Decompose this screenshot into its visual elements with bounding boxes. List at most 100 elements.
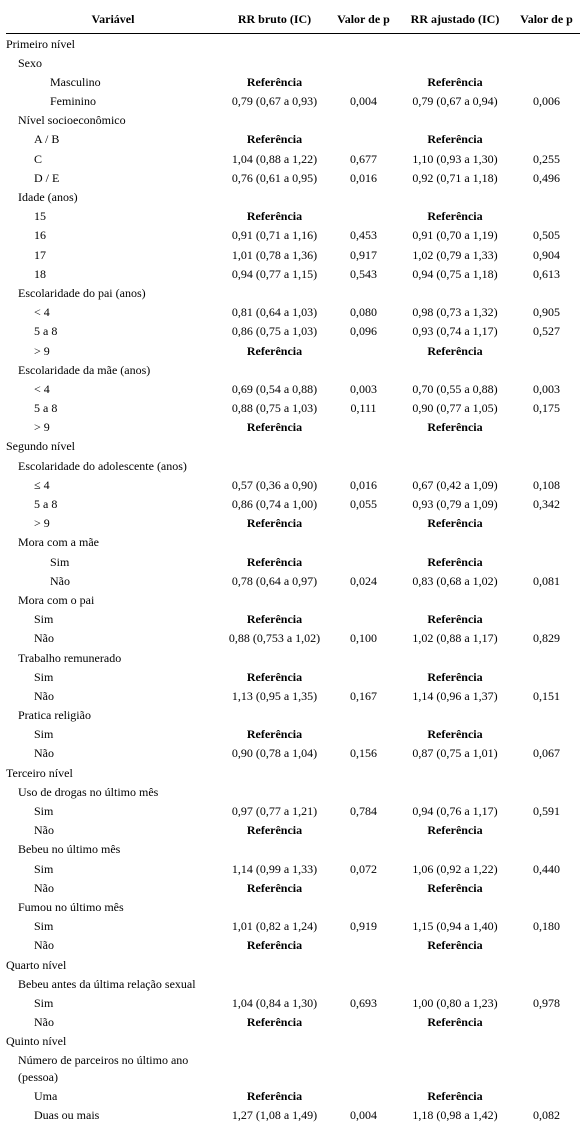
cell-rr-crude bbox=[220, 1051, 329, 1086]
table-row: UmaReferênciaReferência bbox=[6, 1086, 580, 1105]
cell-p-crude: 0,156 bbox=[329, 744, 398, 763]
cell-p-adj bbox=[512, 1013, 580, 1032]
cell-p-adj bbox=[512, 590, 580, 609]
cell-rr-crude: 0,78 (0,64 a 0,97) bbox=[220, 571, 329, 590]
cell-rr-adj bbox=[398, 437, 512, 456]
cell-rr-crude: Referência bbox=[220, 667, 329, 686]
row-label: D / E bbox=[6, 168, 220, 187]
cell-rr-crude: Referência bbox=[220, 552, 329, 571]
cell-p-crude bbox=[329, 111, 398, 130]
col-rr-adj: RR ajustado (IC) bbox=[398, 8, 512, 34]
table-row: > 9ReferênciaReferência bbox=[6, 514, 580, 533]
cell-p-adj bbox=[512, 341, 580, 360]
row-label: Idade (anos) bbox=[6, 188, 220, 207]
row-label: Nível socioeconômico bbox=[6, 111, 220, 130]
cell-p-adj bbox=[512, 552, 580, 571]
cell-p-adj bbox=[512, 648, 580, 667]
table-row: Não0,90 (0,78 a 1,04)0,1560,87 (0,75 a 1… bbox=[6, 744, 580, 763]
row-label: A / B bbox=[6, 130, 220, 149]
cell-p-adj bbox=[512, 1086, 580, 1105]
cell-rr-crude: 0,76 (0,61 a 0,95) bbox=[220, 168, 329, 187]
cell-rr-adj bbox=[398, 840, 512, 859]
cell-rr-adj: Referência bbox=[398, 207, 512, 226]
table-row: Número de parceiros no último ano (pesso… bbox=[6, 1051, 580, 1086]
cell-p-adj bbox=[512, 437, 580, 456]
cell-rr-crude bbox=[220, 648, 329, 667]
cell-rr-adj: Referência bbox=[398, 936, 512, 955]
row-label: > 9 bbox=[6, 418, 220, 437]
cell-p-crude bbox=[329, 360, 398, 379]
cell-rr-crude: 1,13 (0,95 a 1,35) bbox=[220, 686, 329, 705]
cell-p-crude bbox=[329, 1086, 398, 1105]
cell-rr-adj: 1,00 (0,80 a 1,23) bbox=[398, 993, 512, 1012]
cell-rr-adj bbox=[398, 897, 512, 916]
table-row: Escolaridade do adolescente (anos) bbox=[6, 456, 580, 475]
table-row: 171,01 (0,78 a 1,36)0,9171,02 (0,79 a 1,… bbox=[6, 245, 580, 264]
row-label: Feminino bbox=[6, 92, 220, 111]
table-row: Sim1,04 (0,84 a 1,30)0,6931,00 (0,80 a 1… bbox=[6, 993, 580, 1012]
cell-p-crude bbox=[329, 130, 398, 149]
cell-p-crude bbox=[329, 821, 398, 840]
table-row: Sexo bbox=[6, 53, 580, 72]
row-label: 15 bbox=[6, 207, 220, 226]
row-label: Mora com a mãe bbox=[6, 533, 220, 552]
cell-rr-crude: Referência bbox=[220, 1086, 329, 1105]
row-label: Trabalho remunerado bbox=[6, 648, 220, 667]
cell-rr-crude bbox=[220, 360, 329, 379]
cell-p-adj bbox=[512, 111, 580, 130]
cell-rr-crude bbox=[220, 283, 329, 302]
cell-p-adj bbox=[512, 34, 580, 54]
row-label: Sim bbox=[6, 610, 220, 629]
cell-p-crude bbox=[329, 936, 398, 955]
cell-rr-adj bbox=[398, 763, 512, 782]
cell-rr-adj bbox=[398, 34, 512, 54]
cell-p-adj: 0,108 bbox=[512, 475, 580, 494]
cell-p-crude: 0,111 bbox=[329, 399, 398, 418]
cell-p-crude bbox=[329, 34, 398, 54]
cell-p-adj: 0,591 bbox=[512, 802, 580, 821]
row-label: Não bbox=[6, 686, 220, 705]
cell-p-crude bbox=[329, 610, 398, 629]
cell-p-crude bbox=[329, 552, 398, 571]
cell-p-adj bbox=[512, 188, 580, 207]
table-row: Bebeu antes da última relação sexual bbox=[6, 974, 580, 993]
cell-rr-crude bbox=[220, 53, 329, 72]
cell-rr-adj bbox=[398, 1032, 512, 1051]
table-row: Uso de drogas no último mês bbox=[6, 782, 580, 801]
cell-p-crude bbox=[329, 1032, 398, 1051]
row-label: Sim bbox=[6, 859, 220, 878]
cell-rr-adj: 1,18 (0,98 a 1,42) bbox=[398, 1106, 512, 1125]
cell-p-adj bbox=[512, 418, 580, 437]
row-label: Não bbox=[6, 629, 220, 648]
cell-rr-crude: 0,90 (0,78 a 1,04) bbox=[220, 744, 329, 763]
cell-p-adj: 0,905 bbox=[512, 303, 580, 322]
cell-p-crude bbox=[329, 456, 398, 475]
table-row: Mora com o pai bbox=[6, 590, 580, 609]
cell-p-adj: 0,904 bbox=[512, 245, 580, 264]
cell-rr-adj: Referência bbox=[398, 1013, 512, 1032]
table-row: Quinto nível bbox=[6, 1032, 580, 1051]
cell-rr-crude: Referência bbox=[220, 341, 329, 360]
cell-p-crude bbox=[329, 341, 398, 360]
cell-rr-adj: 0,94 (0,75 a 1,18) bbox=[398, 264, 512, 283]
cell-p-adj: 0,255 bbox=[512, 149, 580, 168]
table-row: Duas ou mais1,27 (1,08 a 1,49)0,0041,18 … bbox=[6, 1106, 580, 1125]
cell-rr-crude: Referência bbox=[220, 725, 329, 744]
table-row: Segundo nível bbox=[6, 437, 580, 456]
cell-p-adj bbox=[512, 283, 580, 302]
cell-p-adj bbox=[512, 514, 580, 533]
cell-rr-crude bbox=[220, 897, 329, 916]
cell-p-adj bbox=[512, 763, 580, 782]
cell-p-adj bbox=[512, 955, 580, 974]
table-row: C1,04 (0,88 a 1,22)0,6771,10 (0,93 a 1,3… bbox=[6, 149, 580, 168]
table-row: Sim1,14 (0,99 a 1,33)0,0721,06 (0,92 a 1… bbox=[6, 859, 580, 878]
cell-p-adj bbox=[512, 667, 580, 686]
cell-rr-crude: 0,94 (0,77 a 1,15) bbox=[220, 264, 329, 283]
cell-rr-adj: 0,79 (0,67 a 0,94) bbox=[398, 92, 512, 111]
cell-p-crude: 0,080 bbox=[329, 303, 398, 322]
cell-p-crude: 0,004 bbox=[329, 1106, 398, 1125]
cell-rr-crude: 0,88 (0,753 a 1,02) bbox=[220, 629, 329, 648]
cell-p-adj: 0,978 bbox=[512, 993, 580, 1012]
cell-p-adj bbox=[512, 53, 580, 72]
cell-rr-crude: 1,01 (0,82 a 1,24) bbox=[220, 917, 329, 936]
